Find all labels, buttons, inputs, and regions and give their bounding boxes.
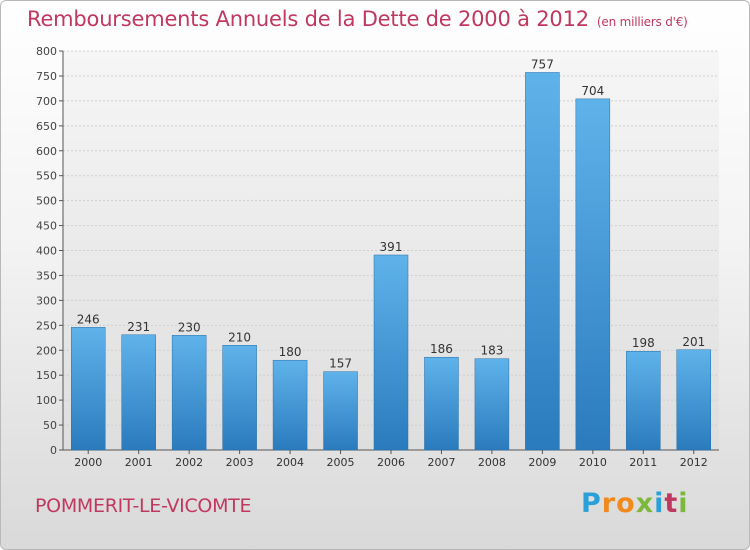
data-label-2008: 183 [480,344,503,358]
y-tick-label: 400 [36,245,57,258]
y-tick-label: 350 [36,269,57,282]
data-label-2002: 230 [178,320,201,334]
x-tick-label-2012: 2012 [680,456,708,469]
y-tick-label: 500 [36,195,57,208]
bar-2003 [222,345,257,451]
logo-letter: r [601,488,617,519]
logo-letter: P [581,488,602,519]
x-tick-label-2000: 2000 [74,456,102,469]
data-label-2007: 186 [430,342,453,356]
bar-2009 [525,72,560,451]
y-tick-label: 650 [36,120,57,133]
x-tick-label-2009: 2009 [528,456,556,469]
y-tick-label: 300 [36,294,57,307]
x-tick-label-2010: 2010 [579,456,607,469]
x-tick-label-2006: 2006 [377,456,405,469]
x-tick-label-2002: 2002 [175,456,203,469]
data-label-2001: 231 [127,320,150,334]
y-tick-label: 50 [43,419,57,432]
bar-2012 [676,349,712,451]
data-label-2010: 704 [581,84,604,98]
data-label-2003: 210 [228,330,251,344]
proxiti-logo: Proxiti [581,488,689,519]
y-tick-label: 800 [36,45,57,58]
logo-letter: o [616,488,636,519]
x-tick-label-2001: 2001 [125,456,153,469]
x-tick-label-2005: 2005 [327,456,355,469]
x-tick-label-2004: 2004 [276,456,304,469]
bar-2002 [171,335,207,451]
y-tick-label: 100 [36,394,57,407]
bar-2011 [626,350,661,451]
y-tick-label: 450 [36,220,57,233]
data-label-2012: 201 [682,335,705,349]
y-tick-label: 250 [36,319,57,332]
data-label-2011: 198 [632,336,655,350]
y-tick-label: 700 [36,95,57,108]
x-tick-label-2011: 2011 [629,456,657,469]
x-tick-label-2003: 2003 [226,456,254,469]
logo-letter: t [664,488,679,519]
bar-2004 [272,359,308,451]
y-tick-label: 550 [36,170,57,183]
data-label-2006: 391 [380,240,403,254]
data-label-2004: 180 [279,345,302,359]
y-tick-label: 150 [36,369,57,382]
bar-2005 [323,371,358,451]
bar-2000 [70,327,106,451]
x-tick-label-2007: 2007 [427,456,455,469]
bar-2001 [121,334,156,451]
logo-letter: x [635,488,655,519]
data-label-2005: 157 [329,357,352,371]
title-text: Remboursements Annuels de la Dette de 20… [27,7,589,31]
bar-2008 [474,358,510,451]
logo-letter: i [654,488,665,519]
unit-label: (en milliers d'€) [596,15,688,29]
chart-title: Remboursements Annuels de la Dette de 20… [27,7,688,31]
y-tick-label: 750 [36,70,57,83]
y-tick-label: 0 [50,444,57,457]
logo-letter: i [678,488,689,519]
y-tick-label: 600 [36,145,57,158]
town-name: POMMERIT-LE-VICOMTE [35,495,252,517]
bar-2010 [575,98,611,451]
data-label-2009: 757 [531,57,554,71]
x-tick-label-2008: 2008 [478,456,506,469]
bar-2007 [424,356,459,451]
bar-2006 [373,254,409,451]
data-label-2000: 246 [77,312,100,326]
y-tick-label: 200 [36,344,57,357]
